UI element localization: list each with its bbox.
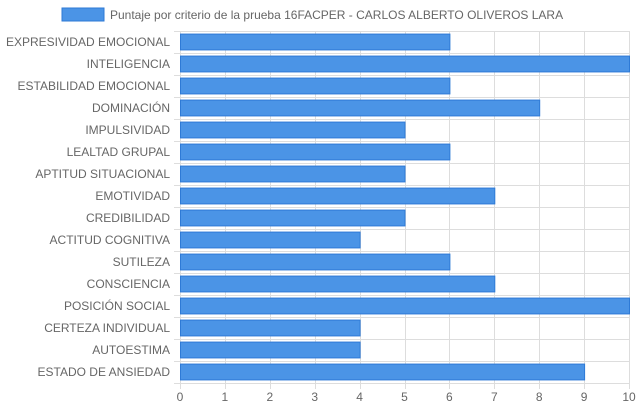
category-label: CONSCIENCIA: [87, 277, 170, 291]
x-tick-label: 6: [446, 390, 453, 404]
category-label: ACTITUD COGNITIVA: [50, 233, 170, 247]
category-label: POSICIÓN SOCIAL: [64, 298, 170, 313]
x-tick-label: 4: [356, 390, 363, 404]
category-label: ESTABILIDAD EMOCIONAL: [18, 79, 171, 93]
category-label: APTITUD SITUACIONAL: [35, 167, 170, 181]
x-tick-label: 0: [177, 390, 184, 404]
category-label: DOMINACIÓN: [92, 100, 170, 115]
bar[interactable]: [180, 143, 451, 161]
bar[interactable]: [180, 165, 406, 183]
x-tick-label: 9: [581, 390, 588, 404]
x-tick-label: 2: [266, 390, 273, 404]
bars: [180, 33, 630, 381]
category-label: INTELIGENCIA: [87, 57, 170, 71]
x-tick-label: 7: [491, 390, 498, 404]
bar[interactable]: [180, 275, 496, 293]
x-tick-label: 10: [622, 390, 636, 404]
bar[interactable]: [180, 253, 451, 271]
category-label: CREDIBILIDAD: [86, 211, 170, 225]
bar[interactable]: [180, 209, 406, 227]
category-label: EXPRESIVIDAD EMOCIONAL: [6, 35, 170, 49]
legend[interactable]: Puntaje por criterio de la prueba 16FACP…: [61, 7, 563, 22]
category-label: IMPULSIVIDAD: [85, 123, 170, 137]
category-label: LEALTAD GRUPAL: [67, 145, 171, 159]
category-label: ESTADO DE ANSIEDAD: [38, 365, 171, 379]
bar[interactable]: [180, 77, 451, 95]
x-tick-label: 5: [401, 390, 408, 404]
bar[interactable]: [180, 99, 541, 117]
bar[interactable]: [180, 121, 406, 139]
bar[interactable]: [180, 363, 586, 381]
bar[interactable]: [180, 33, 451, 51]
category-label: AUTOESTIMA: [92, 343, 170, 357]
bar[interactable]: [180, 231, 361, 249]
x-tick-label: 3: [311, 390, 318, 404]
bar[interactable]: [180, 297, 630, 315]
legend-label[interactable]: Puntaje por criterio de la prueba 16FACP…: [110, 8, 563, 22]
x-tick-label: 1: [222, 390, 229, 404]
category-label: CERTEZA INDIVIDUAL: [44, 321, 170, 335]
category-label: SUTILEZA: [113, 255, 170, 269]
category-label: EMOTIVIDAD: [95, 189, 170, 203]
bar[interactable]: [180, 341, 361, 359]
x-tick-labels: 0 1 2 3 4 5 6 7 8 9 10: [177, 390, 636, 404]
x-tick-label: 8: [536, 390, 543, 404]
category-labels: EXPRESIVIDAD EMOCIONAL INTELIGENCIA ESTABI…: [6, 35, 170, 379]
bar[interactable]: [180, 55, 630, 73]
bar[interactable]: [180, 187, 496, 205]
bar[interactable]: [180, 319, 361, 337]
legend-swatch[interactable]: [61, 7, 105, 22]
